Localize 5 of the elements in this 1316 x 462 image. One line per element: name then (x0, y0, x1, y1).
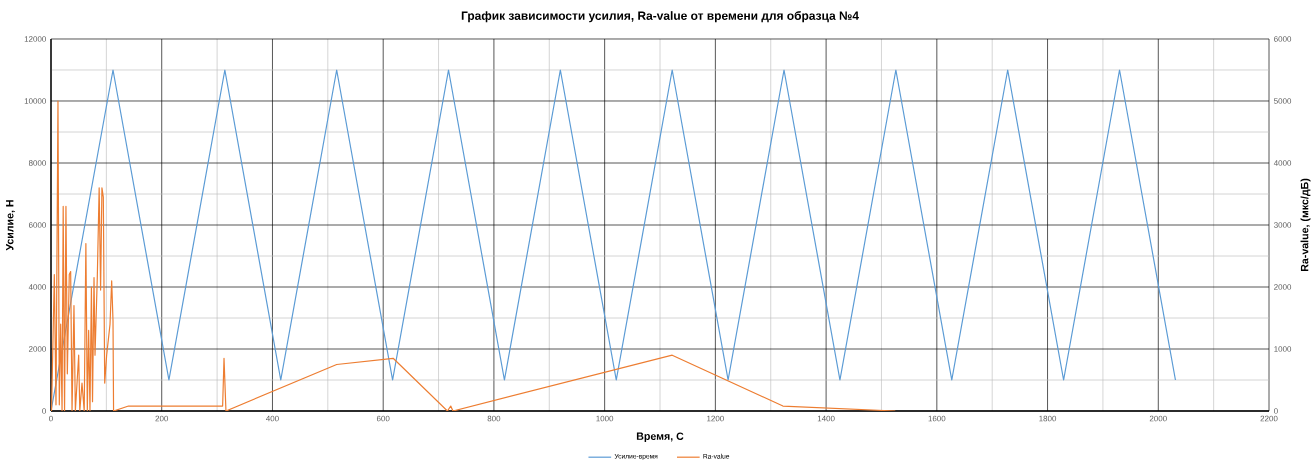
y-axis-title: Усилие, Н (6, 200, 16, 251)
chart-title: График зависимости усилия, Ra-value от времени для образца №4 (461, 11, 859, 23)
line-series (51, 100, 896, 411)
x-axis-title: Время, С (636, 432, 684, 443)
y2-axis-title: Ra-value, (мкс/дБ) (1300, 178, 1311, 272)
